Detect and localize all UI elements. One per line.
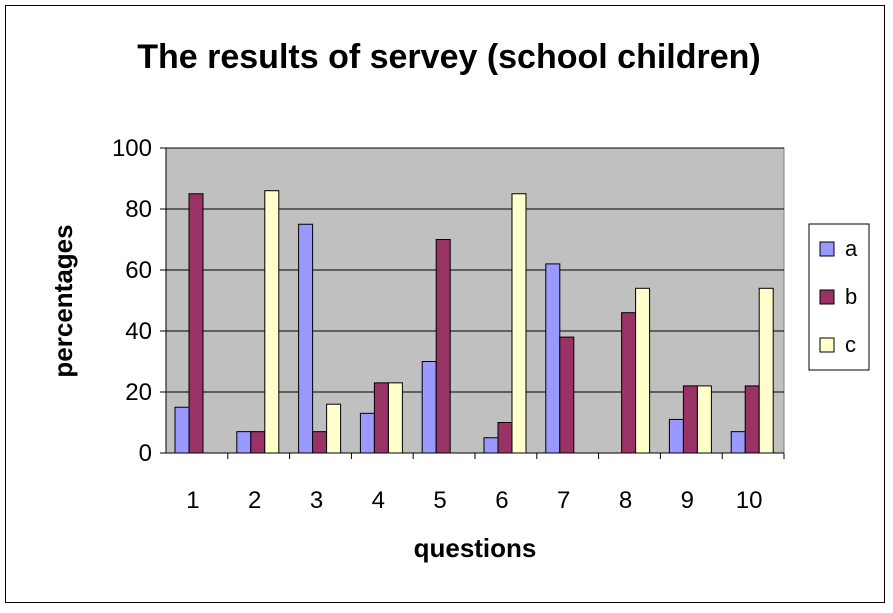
- x-tick-label: 1: [186, 487, 199, 514]
- bar-a-q1: [174, 406, 190, 454]
- x-tick-label: 3: [310, 487, 323, 514]
- bar-c-q9: [696, 385, 712, 454]
- bar-c-q8: [635, 287, 651, 454]
- legend-label-b: b: [845, 284, 857, 309]
- legend: abc: [808, 223, 870, 371]
- x-tick-label: 5: [433, 487, 446, 514]
- y-tick-label: 0: [139, 440, 152, 467]
- legend-swatch-b: [819, 289, 835, 305]
- x-tick-label: 8: [619, 487, 632, 514]
- bars: [174, 190, 774, 454]
- bar-a-q7: [545, 263, 561, 454]
- bar-b-q2: [250, 431, 266, 454]
- bar-c-q3: [326, 403, 342, 454]
- bar-b-q1: [188, 193, 204, 454]
- bar-b-q8: [621, 312, 637, 454]
- bar-b-q6: [497, 422, 513, 454]
- bar-b-q3: [312, 431, 328, 454]
- bar-a-q10: [730, 431, 746, 454]
- legend-label-c: c: [845, 332, 856, 357]
- x-tick-label: 4: [372, 487, 385, 514]
- chart-title: The results of servey (school children): [137, 38, 761, 76]
- x-tick-label: 7: [557, 487, 570, 514]
- x-tick-labels: 1 2 3 4 5 6 7 8 9 10: [186, 487, 762, 514]
- bar-c-q4: [387, 382, 403, 454]
- bar-a-q5: [421, 361, 437, 454]
- bar-b-q10: [744, 385, 760, 454]
- bar-c-q6: [511, 193, 527, 454]
- x-axis-title: questions: [414, 533, 537, 563]
- y-tick-label: 100: [112, 135, 152, 162]
- legend-box: [808, 223, 870, 371]
- x-tick-label: 2: [248, 487, 261, 514]
- bar-c-q10: [758, 287, 774, 454]
- bar-a-q4: [359, 412, 375, 454]
- axes: [160, 147, 785, 459]
- bar-b-q9: [682, 385, 698, 454]
- bar-a-q9: [668, 418, 684, 454]
- y-tick-labels: 0 20 40 60 80 100: [112, 135, 152, 467]
- bar-b-q7: [559, 336, 575, 454]
- y-tick-label: 20: [125, 379, 152, 406]
- bar-a-q2: [236, 431, 252, 454]
- x-tick-label: 9: [681, 487, 694, 514]
- y-axis-title: percentages: [48, 224, 78, 377]
- legend-swatch-a: [819, 241, 835, 257]
- y-tick-label: 40: [125, 318, 152, 345]
- y-tick-label: 80: [125, 196, 152, 223]
- x-tick-label: 10: [736, 487, 763, 514]
- legend-label-a: a: [845, 236, 858, 261]
- legend-swatch-c: [819, 337, 835, 353]
- bar-b-q5: [435, 239, 451, 454]
- bar-c-q2: [264, 190, 280, 454]
- y-tick-label: 60: [125, 257, 152, 284]
- x-tick-label: 6: [495, 487, 508, 514]
- bar-a-q3: [298, 223, 314, 454]
- bar-a-q6: [483, 437, 499, 454]
- bar-b-q4: [373, 382, 389, 454]
